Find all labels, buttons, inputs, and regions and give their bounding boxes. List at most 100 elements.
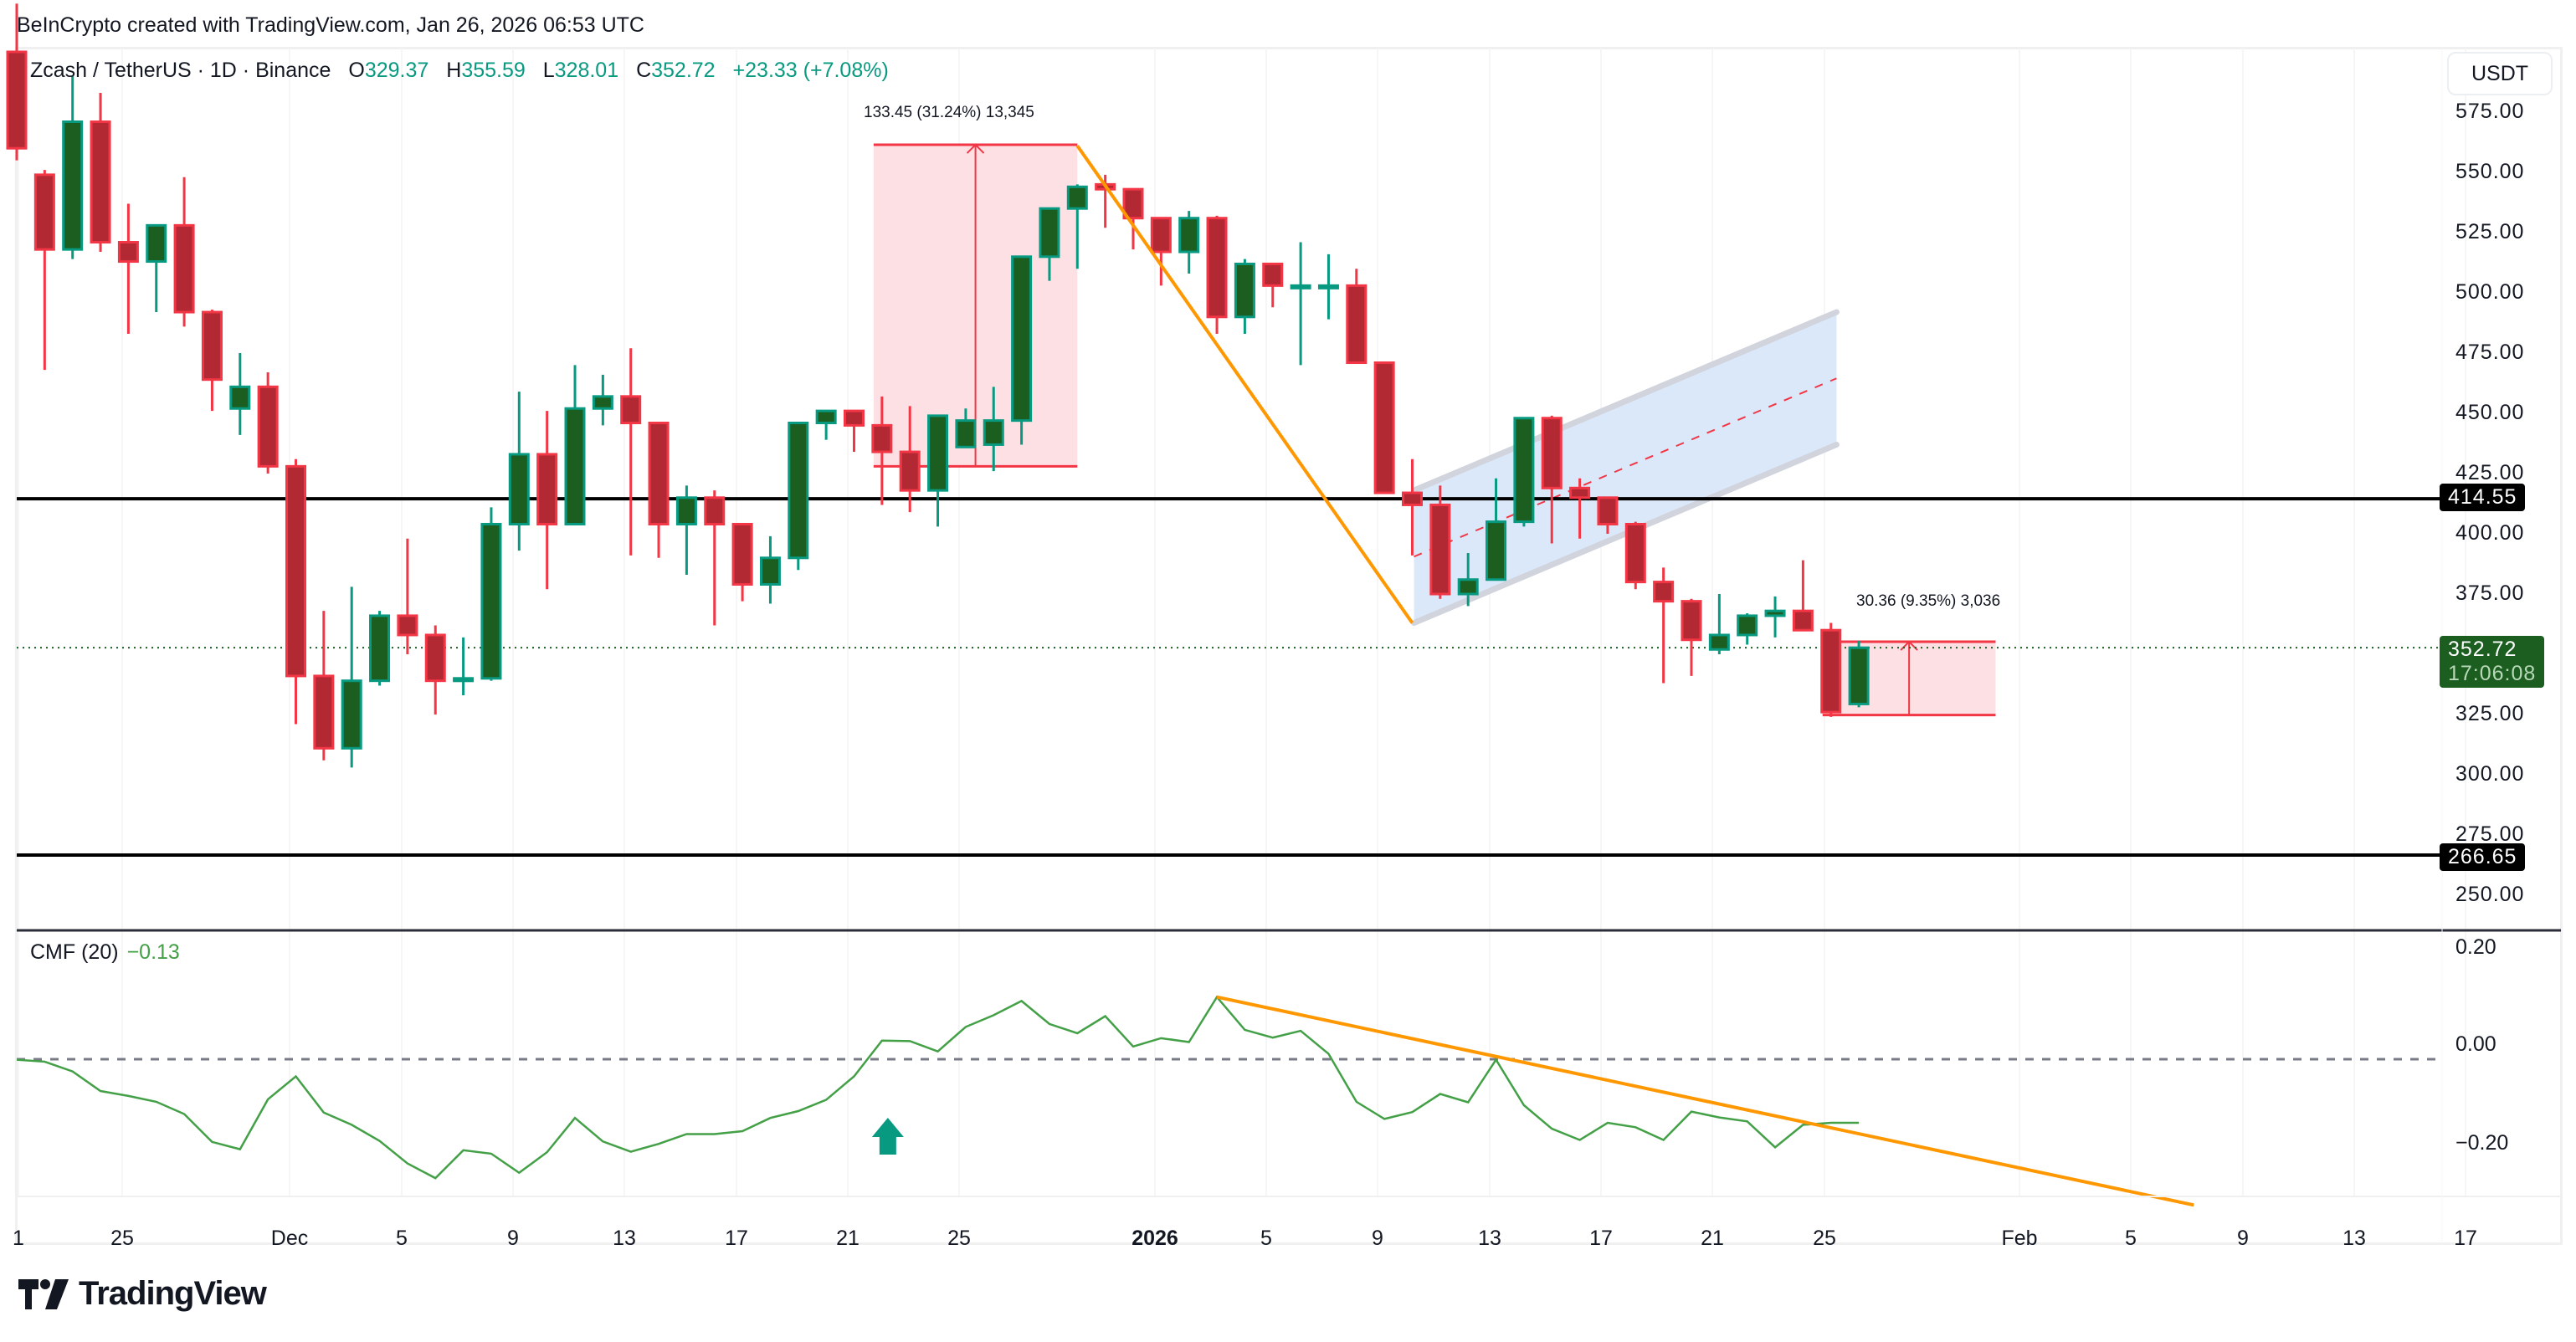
candle[interactable] <box>6 3 28 161</box>
candle[interactable] <box>453 637 475 695</box>
candle[interactable] <box>201 310 223 412</box>
candle[interactable] <box>1066 184 1088 269</box>
candle[interactable] <box>1429 485 1451 599</box>
currency-button[interactable]: USDT <box>2447 52 2553 95</box>
candle[interactable] <box>1597 496 1619 534</box>
price-tick: 325.00 <box>2455 702 2525 725</box>
candle[interactable] <box>424 625 446 715</box>
candle[interactable] <box>1373 361 1395 494</box>
candle[interactable] <box>173 177 195 327</box>
candle[interactable] <box>815 409 837 440</box>
candle[interactable] <box>33 170 55 371</box>
price-tick: 250.00 <box>2455 883 2525 906</box>
candle[interactable] <box>704 490 726 626</box>
time-tick: 13 <box>613 1227 636 1250</box>
candle[interactable] <box>229 353 251 435</box>
candle[interactable] <box>1402 458 1423 556</box>
candle[interactable] <box>1039 207 1060 281</box>
cmf-series[interactable] <box>16 995 1860 1180</box>
candle[interactable] <box>1624 521 1646 590</box>
candle[interactable] <box>1513 417 1535 527</box>
candle[interactable] <box>955 408 977 448</box>
candle[interactable] <box>1234 259 1255 334</box>
cmf-tick-bottom: −0.20 <box>2455 1131 2509 1155</box>
time-tick: 21 <box>836 1227 860 1250</box>
candle[interactable] <box>1150 217 1172 286</box>
candle[interactable] <box>927 414 949 527</box>
candle[interactable] <box>1792 560 1814 632</box>
candlestick-series[interactable] <box>6 3 1870 768</box>
candle[interactable] <box>1290 242 1311 366</box>
candle[interactable] <box>146 223 167 313</box>
candle[interactable] <box>1262 262 1284 308</box>
candle[interactable] <box>1122 187 1144 250</box>
candle[interactable] <box>759 535 781 604</box>
measure-label-2: 30.36 (9.35%) 3,036 <box>1856 592 2001 610</box>
time-tick: 1 <box>13 1227 24 1250</box>
candle[interactable] <box>564 365 586 525</box>
time-tick: 5 <box>2125 1227 2137 1250</box>
price-tick: 525.00 <box>2455 220 2525 243</box>
candle[interactable] <box>844 409 865 453</box>
candle[interactable] <box>508 392 530 551</box>
candle[interactable] <box>731 522 753 602</box>
low-value: 328.01 <box>554 59 619 82</box>
time-tick: Dec <box>270 1227 309 1250</box>
candle[interactable] <box>1764 596 1786 638</box>
price-tick: 400.00 <box>2455 521 2525 545</box>
candle[interactable] <box>257 372 279 474</box>
candle[interactable] <box>369 611 391 686</box>
candle[interactable] <box>788 422 809 571</box>
candle[interactable] <box>648 422 670 558</box>
candle[interactable] <box>90 92 111 253</box>
price-tick: 475.00 <box>2455 341 2525 364</box>
open-label: O <box>348 59 365 82</box>
symbol-name: Zcash / TetherUS · 1D · Binance <box>30 59 331 82</box>
candle[interactable] <box>62 75 84 259</box>
candle[interactable] <box>1206 215 1228 334</box>
symbol-legend[interactable]: Zcash / TetherUS · 1D · Binance O329.37 … <box>30 59 889 83</box>
candle[interactable] <box>1011 255 1033 445</box>
last-price-tag: 352.72 17:06:08 <box>2440 636 2545 688</box>
candle[interactable] <box>871 396 893 505</box>
candle[interactable] <box>397 538 418 654</box>
level-tag-lower: 266.65 <box>2440 843 2526 871</box>
candle[interactable] <box>1486 478 1507 581</box>
candle[interactable] <box>1653 567 1675 684</box>
cmf-tick-zero: 0.00 <box>2455 1032 2496 1056</box>
candle[interactable] <box>1317 254 1339 320</box>
price-trendline[interactable] <box>1075 145 1414 624</box>
candle[interactable] <box>675 485 697 575</box>
candle[interactable] <box>983 387 1004 472</box>
candle[interactable] <box>620 348 642 556</box>
candle[interactable] <box>899 406 921 513</box>
candle[interactable] <box>285 458 306 725</box>
candle[interactable] <box>1848 640 1870 708</box>
tradingview-logo-icon <box>18 1278 69 1309</box>
time-tick: 17 <box>2454 1227 2477 1250</box>
candle[interactable] <box>1569 478 1591 539</box>
candle[interactable] <box>480 507 502 681</box>
candle[interactable] <box>1541 415 1563 544</box>
time-tick: 25 <box>110 1227 134 1250</box>
cmf-trendline[interactable] <box>1216 995 2194 1207</box>
cmf-legend[interactable]: CMF (20) −0.13 <box>30 940 180 965</box>
close-value: 352.72 <box>651 59 716 82</box>
candle[interactable] <box>592 374 613 426</box>
candle[interactable] <box>536 411 558 590</box>
horizontal-levels[interactable] <box>17 497 2440 858</box>
candle[interactable] <box>1737 613 1758 645</box>
candle[interactable] <box>1681 598 1702 676</box>
candle[interactable] <box>1457 553 1479 607</box>
tradingview-logo[interactable]: TradingView <box>18 1275 267 1313</box>
candle[interactable] <box>117 203 139 334</box>
time-tick: 9 <box>2237 1227 2249 1250</box>
candle[interactable] <box>1820 622 1842 717</box>
candle[interactable] <box>1346 269 1368 365</box>
candle[interactable] <box>1708 594 1730 654</box>
candle[interactable] <box>341 586 362 768</box>
candle[interactable] <box>313 611 335 761</box>
chart-frame <box>15 47 2563 1245</box>
candle[interactable] <box>1178 211 1200 274</box>
